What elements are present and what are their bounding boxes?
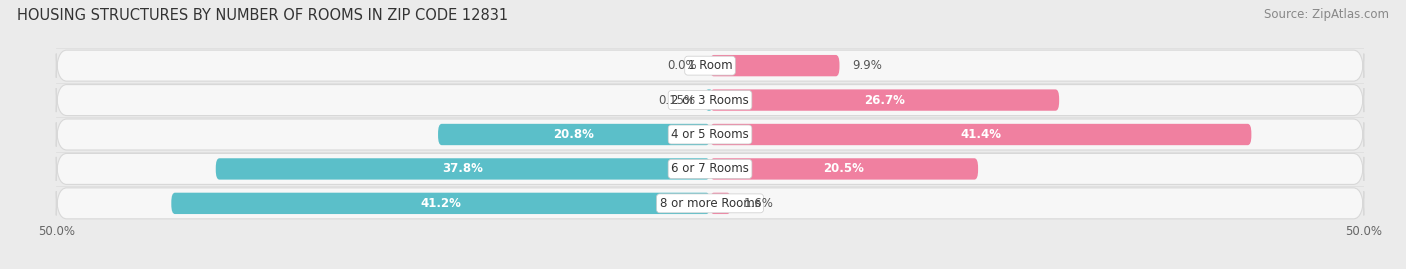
Text: 0.15%: 0.15% xyxy=(658,94,695,107)
Text: 8 or more Rooms: 8 or more Rooms xyxy=(659,197,761,210)
Text: 0.0%: 0.0% xyxy=(668,59,697,72)
FancyBboxPatch shape xyxy=(56,153,1364,185)
FancyBboxPatch shape xyxy=(56,119,1364,150)
Text: 26.7%: 26.7% xyxy=(865,94,905,107)
Text: 1 Room: 1 Room xyxy=(688,59,733,72)
FancyBboxPatch shape xyxy=(56,50,1364,81)
Text: 20.5%: 20.5% xyxy=(824,162,865,175)
Text: 6 or 7 Rooms: 6 or 7 Rooms xyxy=(671,162,749,175)
FancyBboxPatch shape xyxy=(439,124,710,145)
Text: 1.6%: 1.6% xyxy=(744,197,773,210)
Text: 20.8%: 20.8% xyxy=(554,128,595,141)
Text: HOUSING STRUCTURES BY NUMBER OF ROOMS IN ZIP CODE 12831: HOUSING STRUCTURES BY NUMBER OF ROOMS IN… xyxy=(17,8,508,23)
FancyBboxPatch shape xyxy=(710,193,731,214)
FancyBboxPatch shape xyxy=(172,193,710,214)
Text: 41.4%: 41.4% xyxy=(960,128,1001,141)
Text: Source: ZipAtlas.com: Source: ZipAtlas.com xyxy=(1264,8,1389,21)
FancyBboxPatch shape xyxy=(710,89,1059,111)
Text: 41.2%: 41.2% xyxy=(420,197,461,210)
FancyBboxPatch shape xyxy=(706,89,711,111)
FancyBboxPatch shape xyxy=(710,124,1251,145)
FancyBboxPatch shape xyxy=(710,158,979,180)
FancyBboxPatch shape xyxy=(215,158,710,180)
FancyBboxPatch shape xyxy=(56,84,1364,116)
Text: 2 or 3 Rooms: 2 or 3 Rooms xyxy=(671,94,749,107)
Text: 9.9%: 9.9% xyxy=(852,59,883,72)
FancyBboxPatch shape xyxy=(710,55,839,76)
Text: 37.8%: 37.8% xyxy=(443,162,484,175)
FancyBboxPatch shape xyxy=(56,188,1364,219)
Text: 4 or 5 Rooms: 4 or 5 Rooms xyxy=(671,128,749,141)
